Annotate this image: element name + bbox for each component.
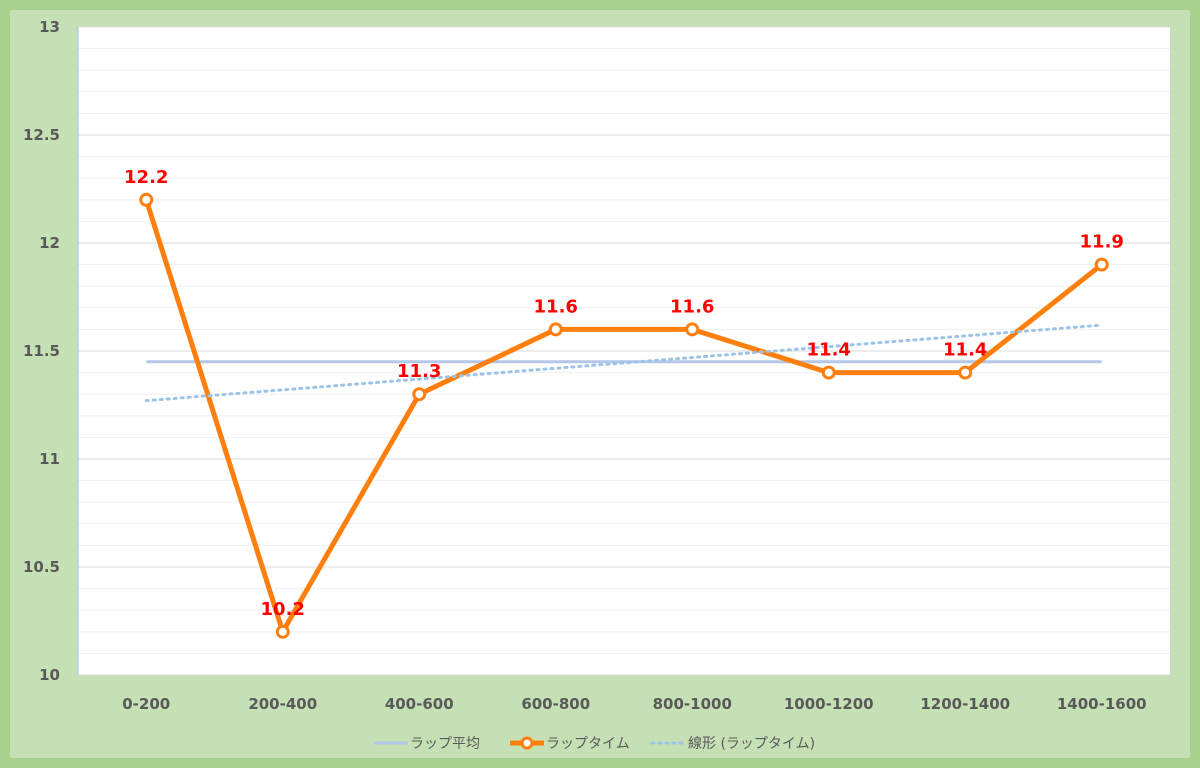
data-point-marker [685, 322, 700, 337]
legend-label: ラップタイム [546, 736, 630, 752]
x-tick-label: 1200-1400 [920, 695, 1010, 713]
data-point-marker [275, 624, 290, 639]
x-tick-label: 800-1000 [653, 695, 732, 713]
data-label: 11.9 [1080, 232, 1124, 253]
lap-time-line [143, 199, 1104, 635]
x-tick-label: 1000-1200 [784, 695, 874, 713]
legend: ラップ平均 ラップタイム 線形 (ラップタイム) [374, 736, 815, 752]
data-point-marker [139, 192, 154, 207]
series-layer [139, 192, 1109, 639]
data-label: 11.4 [807, 340, 851, 361]
y-tick-label: 10.5 [23, 558, 60, 576]
data-point-marker [548, 322, 563, 337]
y-tick-label: 12 [39, 234, 60, 252]
trendline [144, 323, 1104, 403]
data-label: 11.4 [943, 340, 987, 361]
x-tick-label: 200-400 [248, 695, 317, 713]
data-point-marker [412, 387, 427, 402]
y-tick-label: 10 [39, 666, 60, 684]
data-labels: 12.2 10.2 11.3 11.6 11.6 11.4 11.4 11.9 [124, 167, 1124, 620]
y-tick-label: 11 [39, 450, 60, 468]
x-tick-label: 0-200 [122, 695, 170, 713]
data-label: 11.6 [534, 296, 578, 317]
legend-label: 線形 (ラップタイム) [688, 736, 815, 752]
legend-label: ラップ平均 [410, 736, 480, 752]
x-tick-label: 600-800 [521, 695, 590, 713]
legend-marker [520, 736, 534, 750]
data-label: 11.3 [397, 361, 441, 382]
x-tick-label: 1400-1600 [1057, 695, 1147, 713]
y-tick-label: 13 [39, 18, 60, 36]
data-point-marker [958, 365, 973, 380]
y-axis-ticks: 13 12.5 12 11.5 11 10.5 10 [23, 18, 60, 684]
data-label: 11.6 [670, 296, 714, 317]
data-label: 12.2 [124, 167, 168, 188]
data-point-marker [1094, 257, 1109, 272]
data-label: 10.2 [261, 599, 305, 620]
x-tick-label: 400-600 [385, 695, 454, 713]
data-point-marker [821, 365, 836, 380]
y-tick-label: 11.5 [23, 342, 60, 360]
x-axis-ticks: 0-200 200-400 400-600 600-800 800-1000 1000-1… [122, 695, 1146, 713]
y-tick-label: 12.5 [23, 126, 60, 144]
